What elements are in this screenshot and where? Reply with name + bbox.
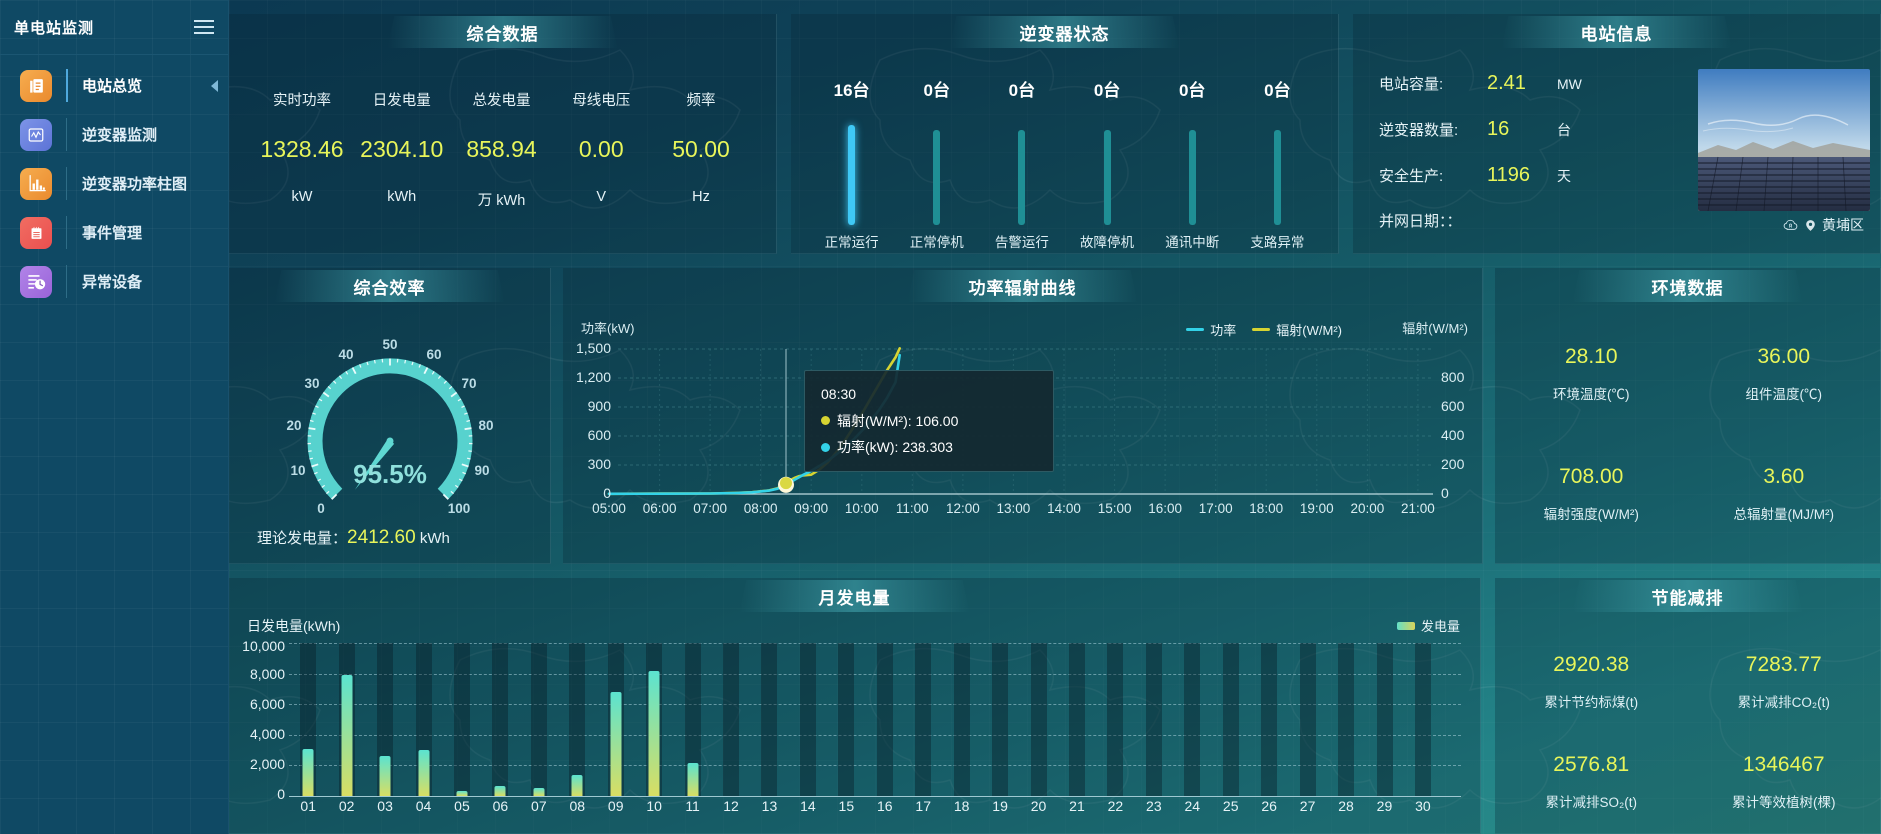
svg-text:16:00: 16:00 [1148, 501, 1182, 516]
svg-text:50: 50 [382, 337, 397, 352]
svg-text:30: 30 [304, 376, 319, 391]
svg-text:600: 600 [1441, 398, 1465, 414]
svg-text:0: 0 [1441, 485, 1449, 501]
svg-text:14:00: 14:00 [1047, 501, 1081, 516]
svg-text:07:00: 07:00 [693, 501, 727, 516]
svg-text:17:00: 17:00 [1199, 501, 1233, 516]
svg-text:90: 90 [474, 463, 489, 478]
svg-text:20:00: 20:00 [1351, 501, 1385, 516]
svg-text:08:00: 08:00 [744, 501, 778, 516]
svg-text:06:00: 06:00 [643, 501, 677, 516]
svg-text:20: 20 [286, 418, 301, 433]
svg-text:11:00: 11:00 [896, 501, 929, 516]
svg-text:1,500: 1,500 [576, 340, 611, 356]
svg-text:1,200: 1,200 [576, 369, 611, 385]
svg-text:800: 800 [1441, 369, 1465, 385]
svg-text:80: 80 [478, 418, 493, 433]
svg-text:10: 10 [290, 463, 305, 478]
svg-text:15:00: 15:00 [1098, 501, 1132, 516]
svg-text:0: 0 [603, 485, 611, 501]
svg-text:400: 400 [1441, 427, 1465, 443]
svg-text:95.5%: 95.5% [353, 459, 427, 489]
svg-text:0: 0 [317, 501, 325, 513]
svg-text:60: 60 [426, 347, 441, 362]
svg-text:09:00: 09:00 [794, 501, 828, 516]
svg-text:18:00: 18:00 [1249, 501, 1283, 516]
svg-text:12:00: 12:00 [946, 501, 980, 516]
svg-text:300: 300 [588, 456, 612, 472]
svg-text:900: 900 [588, 398, 612, 414]
svg-text:05:00: 05:00 [592, 501, 626, 516]
svg-text:21:00: 21:00 [1401, 501, 1435, 516]
svg-text:200: 200 [1441, 456, 1465, 472]
svg-text:600: 600 [588, 427, 612, 443]
svg-text:19:00: 19:00 [1300, 501, 1334, 516]
svg-text:100: 100 [447, 501, 470, 513]
svg-text:10:00: 10:00 [845, 501, 879, 516]
svg-text:13:00: 13:00 [997, 501, 1031, 516]
svg-text:40: 40 [338, 347, 353, 362]
svg-text:70: 70 [461, 376, 476, 391]
